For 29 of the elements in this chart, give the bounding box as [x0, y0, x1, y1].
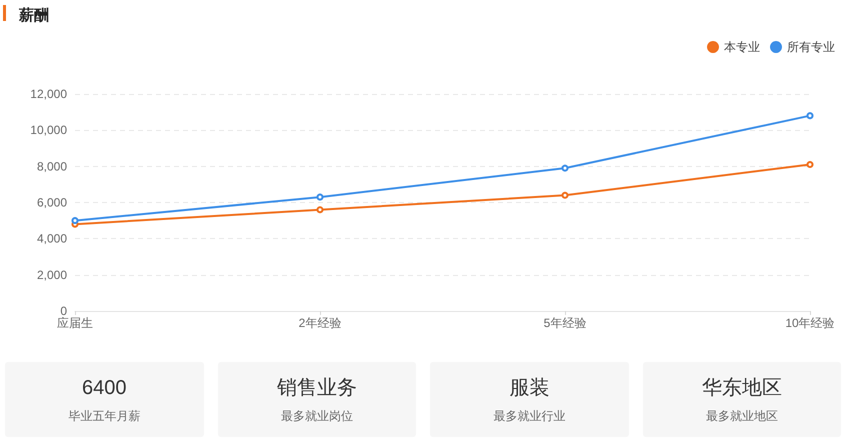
- y-tick-label: 12,000: [30, 87, 68, 101]
- x-tick-label: 应届生: [57, 316, 93, 330]
- point: [316, 194, 324, 201]
- text: 6400: [82, 377, 126, 399]
- y-tick-label: 8,000: [36, 159, 68, 174]
- point: [72, 217, 78, 224]
- text: 最多就业行业: [493, 409, 566, 423]
- point: [562, 192, 568, 199]
- text: 华东地区: [702, 377, 782, 399]
- x-tick-label: 5年经验: [544, 316, 586, 330]
- point: [316, 206, 324, 214]
- y-tick-label: 10,000: [30, 123, 68, 138]
- legend-label: 所有专业: [787, 40, 835, 54]
- text: 服装: [509, 377, 550, 399]
- text: 销售业务: [276, 377, 357, 399]
- y-tick-label: 0: [60, 304, 68, 318]
- y-tick-label: 6,000: [36, 196, 68, 210]
- y-tick-label: 4,000: [36, 232, 68, 246]
- chart-title: 薪酬: [18, 7, 49, 24]
- text: 最多就业地区: [706, 409, 778, 423]
- point: [806, 161, 814, 168]
- y-tick-label: 2,000: [36, 268, 68, 282]
- legend-label: 本专业: [724, 40, 760, 54]
- point: [806, 112, 814, 120]
- x-tick-label: 2年经验: [298, 316, 342, 330]
- x-tick-label: 10年经验: [785, 316, 835, 330]
- point: [562, 164, 568, 172]
- text: 毕业五年月薪: [68, 409, 140, 423]
- text: 最多就业岗位: [280, 409, 353, 423]
